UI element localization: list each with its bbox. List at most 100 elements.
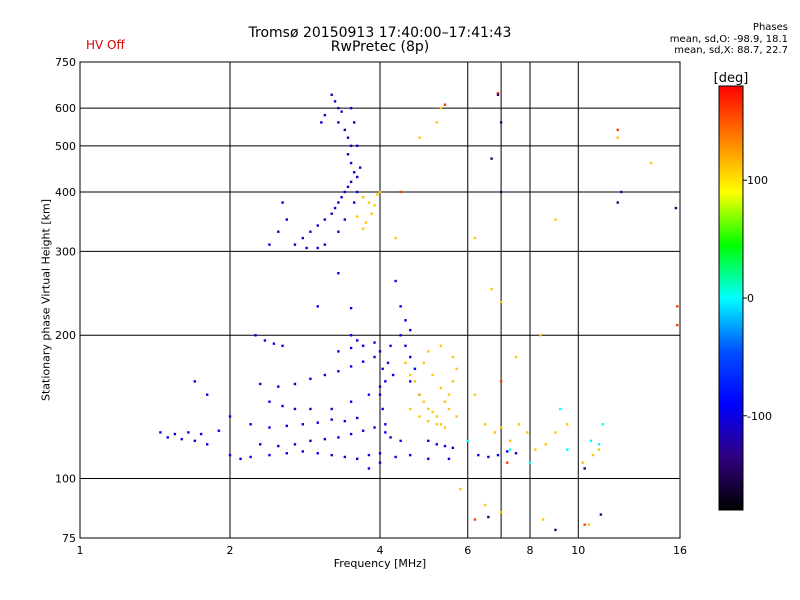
data-point xyxy=(349,180,353,184)
x-tick-label: 10 xyxy=(571,544,585,557)
data-point xyxy=(323,113,327,117)
data-point xyxy=(394,279,397,283)
data-point xyxy=(349,161,353,165)
data-point xyxy=(418,136,421,139)
data-point xyxy=(352,171,356,174)
x-tick-label: 1 xyxy=(77,544,84,557)
data-point xyxy=(349,365,353,368)
data-point xyxy=(517,423,521,426)
data-point xyxy=(249,423,252,426)
data-point xyxy=(597,448,601,451)
data-point xyxy=(499,380,503,383)
data-point xyxy=(499,121,503,124)
data-point xyxy=(399,190,402,194)
data-point xyxy=(349,144,353,148)
data-point xyxy=(443,103,447,106)
data-point xyxy=(352,201,356,204)
y-tick-label: 300 xyxy=(55,245,76,258)
data-point xyxy=(394,455,397,459)
data-point xyxy=(447,407,451,411)
data-point xyxy=(447,457,451,461)
data-point xyxy=(554,431,557,434)
data-point xyxy=(323,218,327,221)
data-point xyxy=(285,218,288,221)
data-point xyxy=(343,128,347,132)
data-point xyxy=(386,361,390,365)
data-point xyxy=(309,439,312,443)
data-point xyxy=(404,361,407,365)
data-point xyxy=(330,418,333,421)
data-point xyxy=(205,443,209,446)
data-point xyxy=(361,227,365,230)
data-point xyxy=(309,407,312,411)
data-point xyxy=(159,431,162,434)
data-point xyxy=(281,404,284,408)
data-point xyxy=(367,467,371,470)
data-point xyxy=(427,439,430,443)
data-point xyxy=(499,300,503,304)
data-point xyxy=(447,393,451,396)
data-point xyxy=(281,344,284,348)
data-point xyxy=(316,452,319,455)
data-point xyxy=(409,373,412,377)
data-point xyxy=(361,360,365,363)
data-point xyxy=(473,518,477,521)
data-point xyxy=(352,121,356,124)
data-point xyxy=(499,510,503,514)
data-point xyxy=(409,355,412,359)
data-point xyxy=(399,439,402,443)
data-point xyxy=(228,453,232,457)
data-point xyxy=(263,339,267,342)
y-tick-label: 400 xyxy=(55,186,76,199)
data-point xyxy=(367,201,371,204)
data-point xyxy=(337,436,340,439)
data-point xyxy=(285,424,288,428)
data-point xyxy=(394,236,397,240)
data-point xyxy=(239,457,242,461)
data-point xyxy=(316,421,319,424)
data-point xyxy=(455,415,458,418)
data-point xyxy=(323,373,327,377)
data-point xyxy=(254,334,257,337)
data-point xyxy=(496,91,500,95)
data-point xyxy=(508,439,512,443)
data-point xyxy=(399,334,402,337)
data-point xyxy=(337,230,340,233)
x-tick-label: 16 xyxy=(673,544,687,557)
data-point xyxy=(180,437,183,441)
phases-o-stats: mean, sd,O: -98.9, 18.1 xyxy=(669,33,788,45)
data-point xyxy=(435,121,438,124)
data-point xyxy=(367,453,371,457)
colorbar-label: [deg] xyxy=(714,71,749,86)
data-point xyxy=(346,153,350,156)
data-point xyxy=(373,426,376,429)
x-axis-ticks: 1 2 4 6 8 10 16 xyxy=(77,544,688,557)
chart-subtitle: RwPretec (8p) xyxy=(330,39,430,55)
data-point xyxy=(272,342,276,345)
data-point xyxy=(389,436,392,439)
data-point xyxy=(346,185,350,189)
data-point xyxy=(413,380,417,383)
data-point xyxy=(528,461,532,464)
data-points xyxy=(159,91,679,532)
data-point xyxy=(305,246,308,250)
data-point xyxy=(676,305,679,308)
data-point xyxy=(466,439,469,443)
data-point xyxy=(355,144,359,148)
data-point xyxy=(355,175,359,179)
data-point xyxy=(333,206,337,210)
data-point xyxy=(620,190,623,194)
data-point xyxy=(346,136,350,139)
colorbar: [deg] 100 0 -100 xyxy=(714,71,772,511)
data-point xyxy=(330,212,333,215)
data-point xyxy=(349,400,353,403)
data-point xyxy=(355,190,359,194)
data-point xyxy=(443,444,447,448)
colorbar-tick-label: -100 xyxy=(747,410,772,423)
data-point xyxy=(277,230,280,233)
data-point xyxy=(473,236,477,240)
data-point xyxy=(499,190,503,194)
data-point xyxy=(477,453,480,457)
data-point xyxy=(413,367,417,371)
